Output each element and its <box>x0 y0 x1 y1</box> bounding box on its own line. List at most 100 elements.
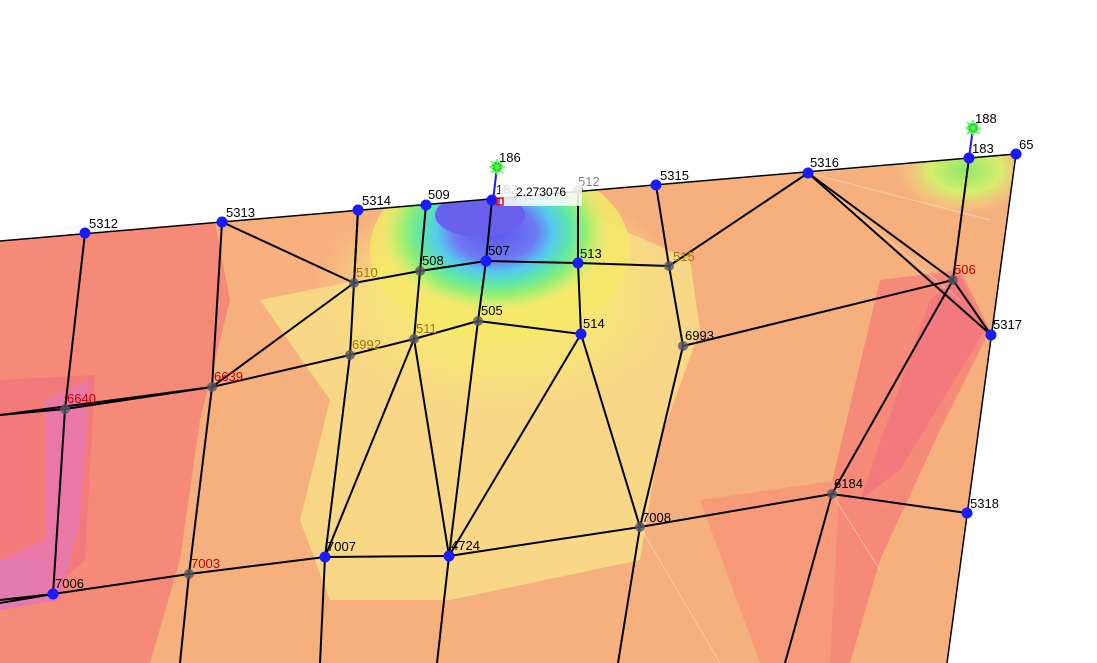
node-6640[interactable]: 6640 <box>60 391 96 414</box>
node-marker[interactable] <box>1010 148 1022 160</box>
node-marker[interactable] <box>47 588 59 600</box>
node-507[interactable]: 507 <box>480 243 510 267</box>
node-5317[interactable]: 5317 <box>985 317 1022 341</box>
node-marker[interactable] <box>961 507 973 519</box>
node-marker[interactable] <box>948 275 958 285</box>
mesh-nodes: 5312531353145091825125315531618365186188… <box>47 111 1034 600</box>
node-7008[interactable]: 7008 <box>635 510 671 532</box>
node-marker[interactable] <box>802 167 814 179</box>
node-6993[interactable]: 6993 <box>678 328 714 351</box>
mesh-edge <box>580 333 641 528</box>
node-marker[interactable] <box>420 199 432 211</box>
node-6639[interactable]: 6639 <box>207 369 243 392</box>
node-marker[interactable] <box>650 179 662 191</box>
mesh-edge <box>952 279 992 336</box>
node-label: 188 <box>975 111 997 126</box>
node-505[interactable]: 505 <box>473 303 503 326</box>
node-marker[interactable] <box>415 266 425 276</box>
node-513[interactable]: 513 <box>572 246 602 269</box>
node-marker[interactable] <box>184 569 194 579</box>
node-label: 5317 <box>993 317 1022 332</box>
node-183[interactable]: 183 <box>963 141 994 164</box>
load-marker-188-icon[interactable] <box>965 120 981 159</box>
node-label: 7006 <box>55 576 84 591</box>
node-label: 4724 <box>451 538 480 553</box>
node-label: 65 <box>1019 137 1033 152</box>
mesh-edge <box>324 555 450 558</box>
mesh-edge <box>448 320 479 557</box>
node-label: 6993 <box>685 328 714 343</box>
node-label: 6640 <box>67 391 96 406</box>
node-510[interactable]: 510 <box>349 265 378 288</box>
mesh-edge <box>477 320 582 335</box>
node-marker[interactable] <box>827 489 837 499</box>
node-marker[interactable] <box>79 227 91 239</box>
node-511[interactable]: 511 <box>409 321 437 344</box>
node-6184[interactable]: 6184 <box>827 476 863 499</box>
node-label: 6184 <box>834 476 863 491</box>
mesh-edge <box>577 262 670 267</box>
node-509[interactable]: 509 <box>420 187 450 211</box>
node-514[interactable]: 514 <box>575 316 605 340</box>
node-marker[interactable] <box>963 152 975 164</box>
mesh-edge <box>436 555 450 663</box>
contour-field <box>0 154 1016 663</box>
node-7006[interactable]: 7006 <box>47 576 84 600</box>
node-label: 507 <box>488 243 510 258</box>
node-7007[interactable]: 7007 <box>319 539 356 563</box>
node-marker[interactable] <box>664 261 674 271</box>
node-marker[interactable] <box>985 329 997 341</box>
node-5315[interactable]: 5315 <box>650 168 689 191</box>
node-marker[interactable] <box>473 316 483 326</box>
node-4724[interactable]: 4724 <box>443 538 480 562</box>
mesh-edge <box>655 184 670 267</box>
node-label: 514 <box>583 316 605 331</box>
node-marker[interactable] <box>349 278 359 288</box>
node-188[interactable]: 188 <box>975 111 997 126</box>
node-label: 5315 <box>660 168 689 183</box>
mesh-edge <box>188 386 213 575</box>
node-508[interactable]: 508 <box>415 253 444 276</box>
node-marker[interactable] <box>635 522 645 532</box>
node-7003[interactable]: 7003 <box>184 556 220 579</box>
node-marker[interactable] <box>572 257 584 269</box>
mesh-edge <box>324 338 415 558</box>
node-marker[interactable] <box>60 404 70 414</box>
node-label: 7007 <box>327 539 356 554</box>
node-marker[interactable] <box>216 216 228 228</box>
mesh-edge <box>0 386 213 416</box>
node-marker[interactable] <box>678 341 688 351</box>
mesh-edge <box>807 172 954 281</box>
node-label: 508 <box>422 253 444 268</box>
mesh-edge <box>668 265 684 347</box>
node-5314[interactable]: 5314 <box>352 193 391 216</box>
node-marker[interactable] <box>319 551 331 563</box>
node-marker[interactable] <box>207 382 217 392</box>
mesh-edge <box>577 262 582 335</box>
mesh-edge <box>413 270 421 340</box>
mesh-edge <box>211 354 351 388</box>
node-label: 513 <box>580 246 602 261</box>
node-label: 7003 <box>191 556 220 571</box>
node-5316[interactable]: 5316 <box>802 155 839 179</box>
node-5313[interactable]: 5313 <box>216 205 255 228</box>
mesh-edge <box>784 493 833 663</box>
node-5318[interactable]: 5318 <box>961 496 999 519</box>
node-5312[interactable]: 5312 <box>79 216 118 239</box>
node-marker[interactable] <box>575 328 587 340</box>
node-515[interactable]: 515 <box>664 249 695 271</box>
node-506[interactable]: 506 <box>948 262 976 285</box>
node-marker[interactable] <box>480 255 492 267</box>
node-marker[interactable] <box>352 204 364 216</box>
node-marker[interactable] <box>345 350 355 360</box>
node-marker[interactable] <box>409 334 419 344</box>
mesh-edge <box>0 593 54 604</box>
node-label: 5312 <box>89 216 118 231</box>
node-186[interactable]: 186 <box>499 150 521 165</box>
node-6992[interactable]: 6992 <box>345 337 381 360</box>
node-marker[interactable] <box>443 550 455 562</box>
node-65[interactable]: 65 <box>1010 137 1034 160</box>
node-marker[interactable] <box>486 194 498 206</box>
node-label: 511 <box>416 321 437 336</box>
